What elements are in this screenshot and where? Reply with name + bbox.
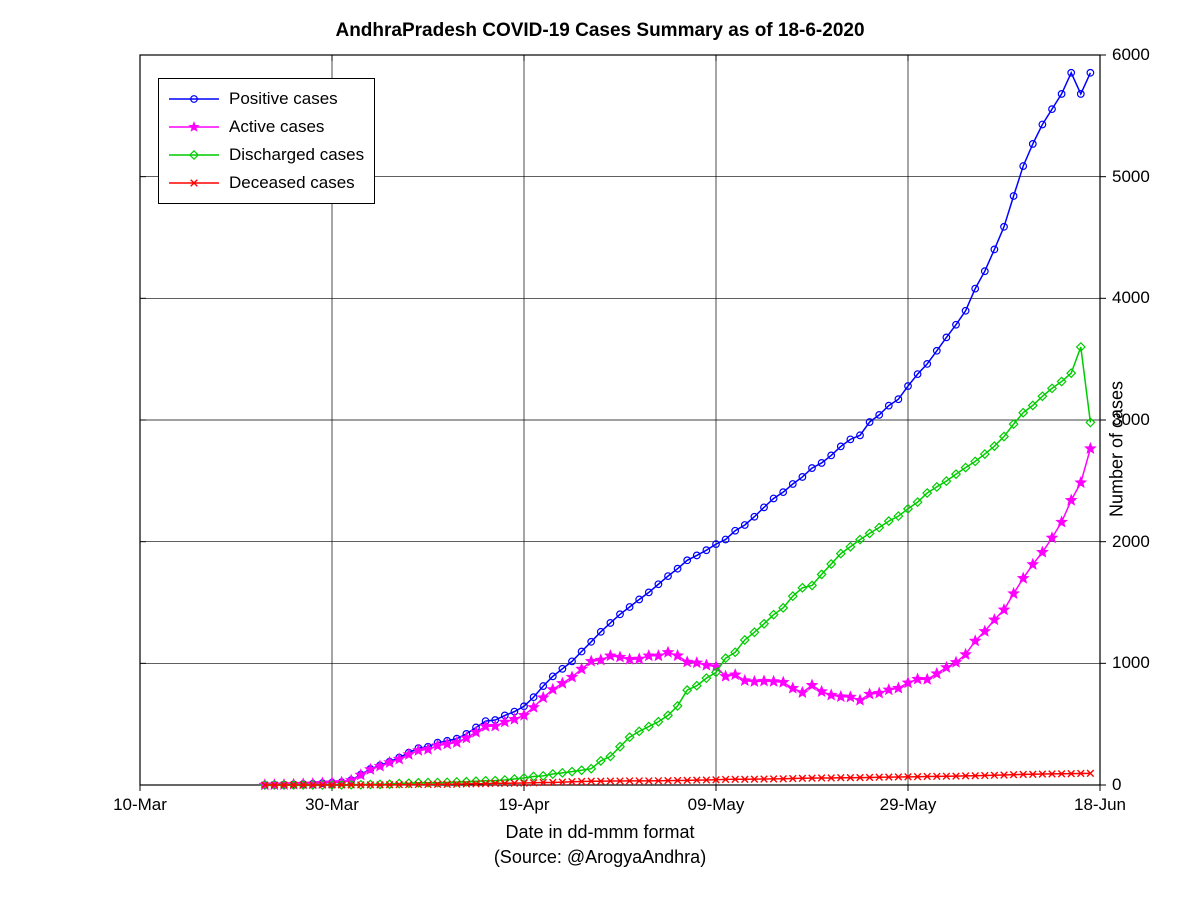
legend-swatch	[169, 89, 219, 109]
legend-label: Active cases	[229, 117, 324, 137]
y-tick-label: 6000	[1112, 45, 1150, 65]
legend-item: Deceased cases	[169, 169, 364, 197]
legend-item: Active cases	[169, 113, 364, 141]
x-tick-label: 30-Mar	[297, 795, 367, 815]
series-discharged-cases	[261, 343, 1095, 789]
series-active-cases	[259, 443, 1095, 789]
x-tick-label: 09-May	[681, 795, 751, 815]
legend-item: Positive cases	[169, 85, 364, 113]
y-axis-label: Number of cases	[1106, 381, 1127, 517]
x-tick-label: 29-May	[873, 795, 943, 815]
legend-swatch	[169, 117, 219, 137]
legend-label: Deceased cases	[229, 173, 355, 193]
y-tick-label: 5000	[1112, 167, 1150, 187]
y-tick-label: 4000	[1112, 288, 1150, 308]
legend-item: Discharged cases	[169, 141, 364, 169]
y-tick-label: 1000	[1112, 653, 1150, 673]
legend-swatch	[169, 145, 219, 165]
legend-label: Discharged cases	[229, 145, 364, 165]
y-tick-label: 0	[1112, 775, 1121, 795]
chart-container: AndhraPradesh COVID-19 Cases Summary as …	[0, 0, 1200, 898]
legend-label: Positive cases	[229, 89, 338, 109]
y-tick-label: 3000	[1112, 410, 1150, 430]
source-label: (Source: @ArogyaAndhra)	[0, 847, 1200, 868]
x-tick-label: 18-Jun	[1065, 795, 1135, 815]
series-positive-cases	[262, 69, 1094, 788]
legend: Positive cases Active cases Discharged cas…	[158, 78, 375, 204]
x-tick-label: 10-Mar	[105, 795, 175, 815]
legend-swatch	[169, 173, 219, 193]
y-tick-label: 2000	[1112, 532, 1150, 552]
x-axis-label: Date in dd-mmm format	[0, 822, 1200, 843]
x-tick-label: 19-Apr	[489, 795, 559, 815]
